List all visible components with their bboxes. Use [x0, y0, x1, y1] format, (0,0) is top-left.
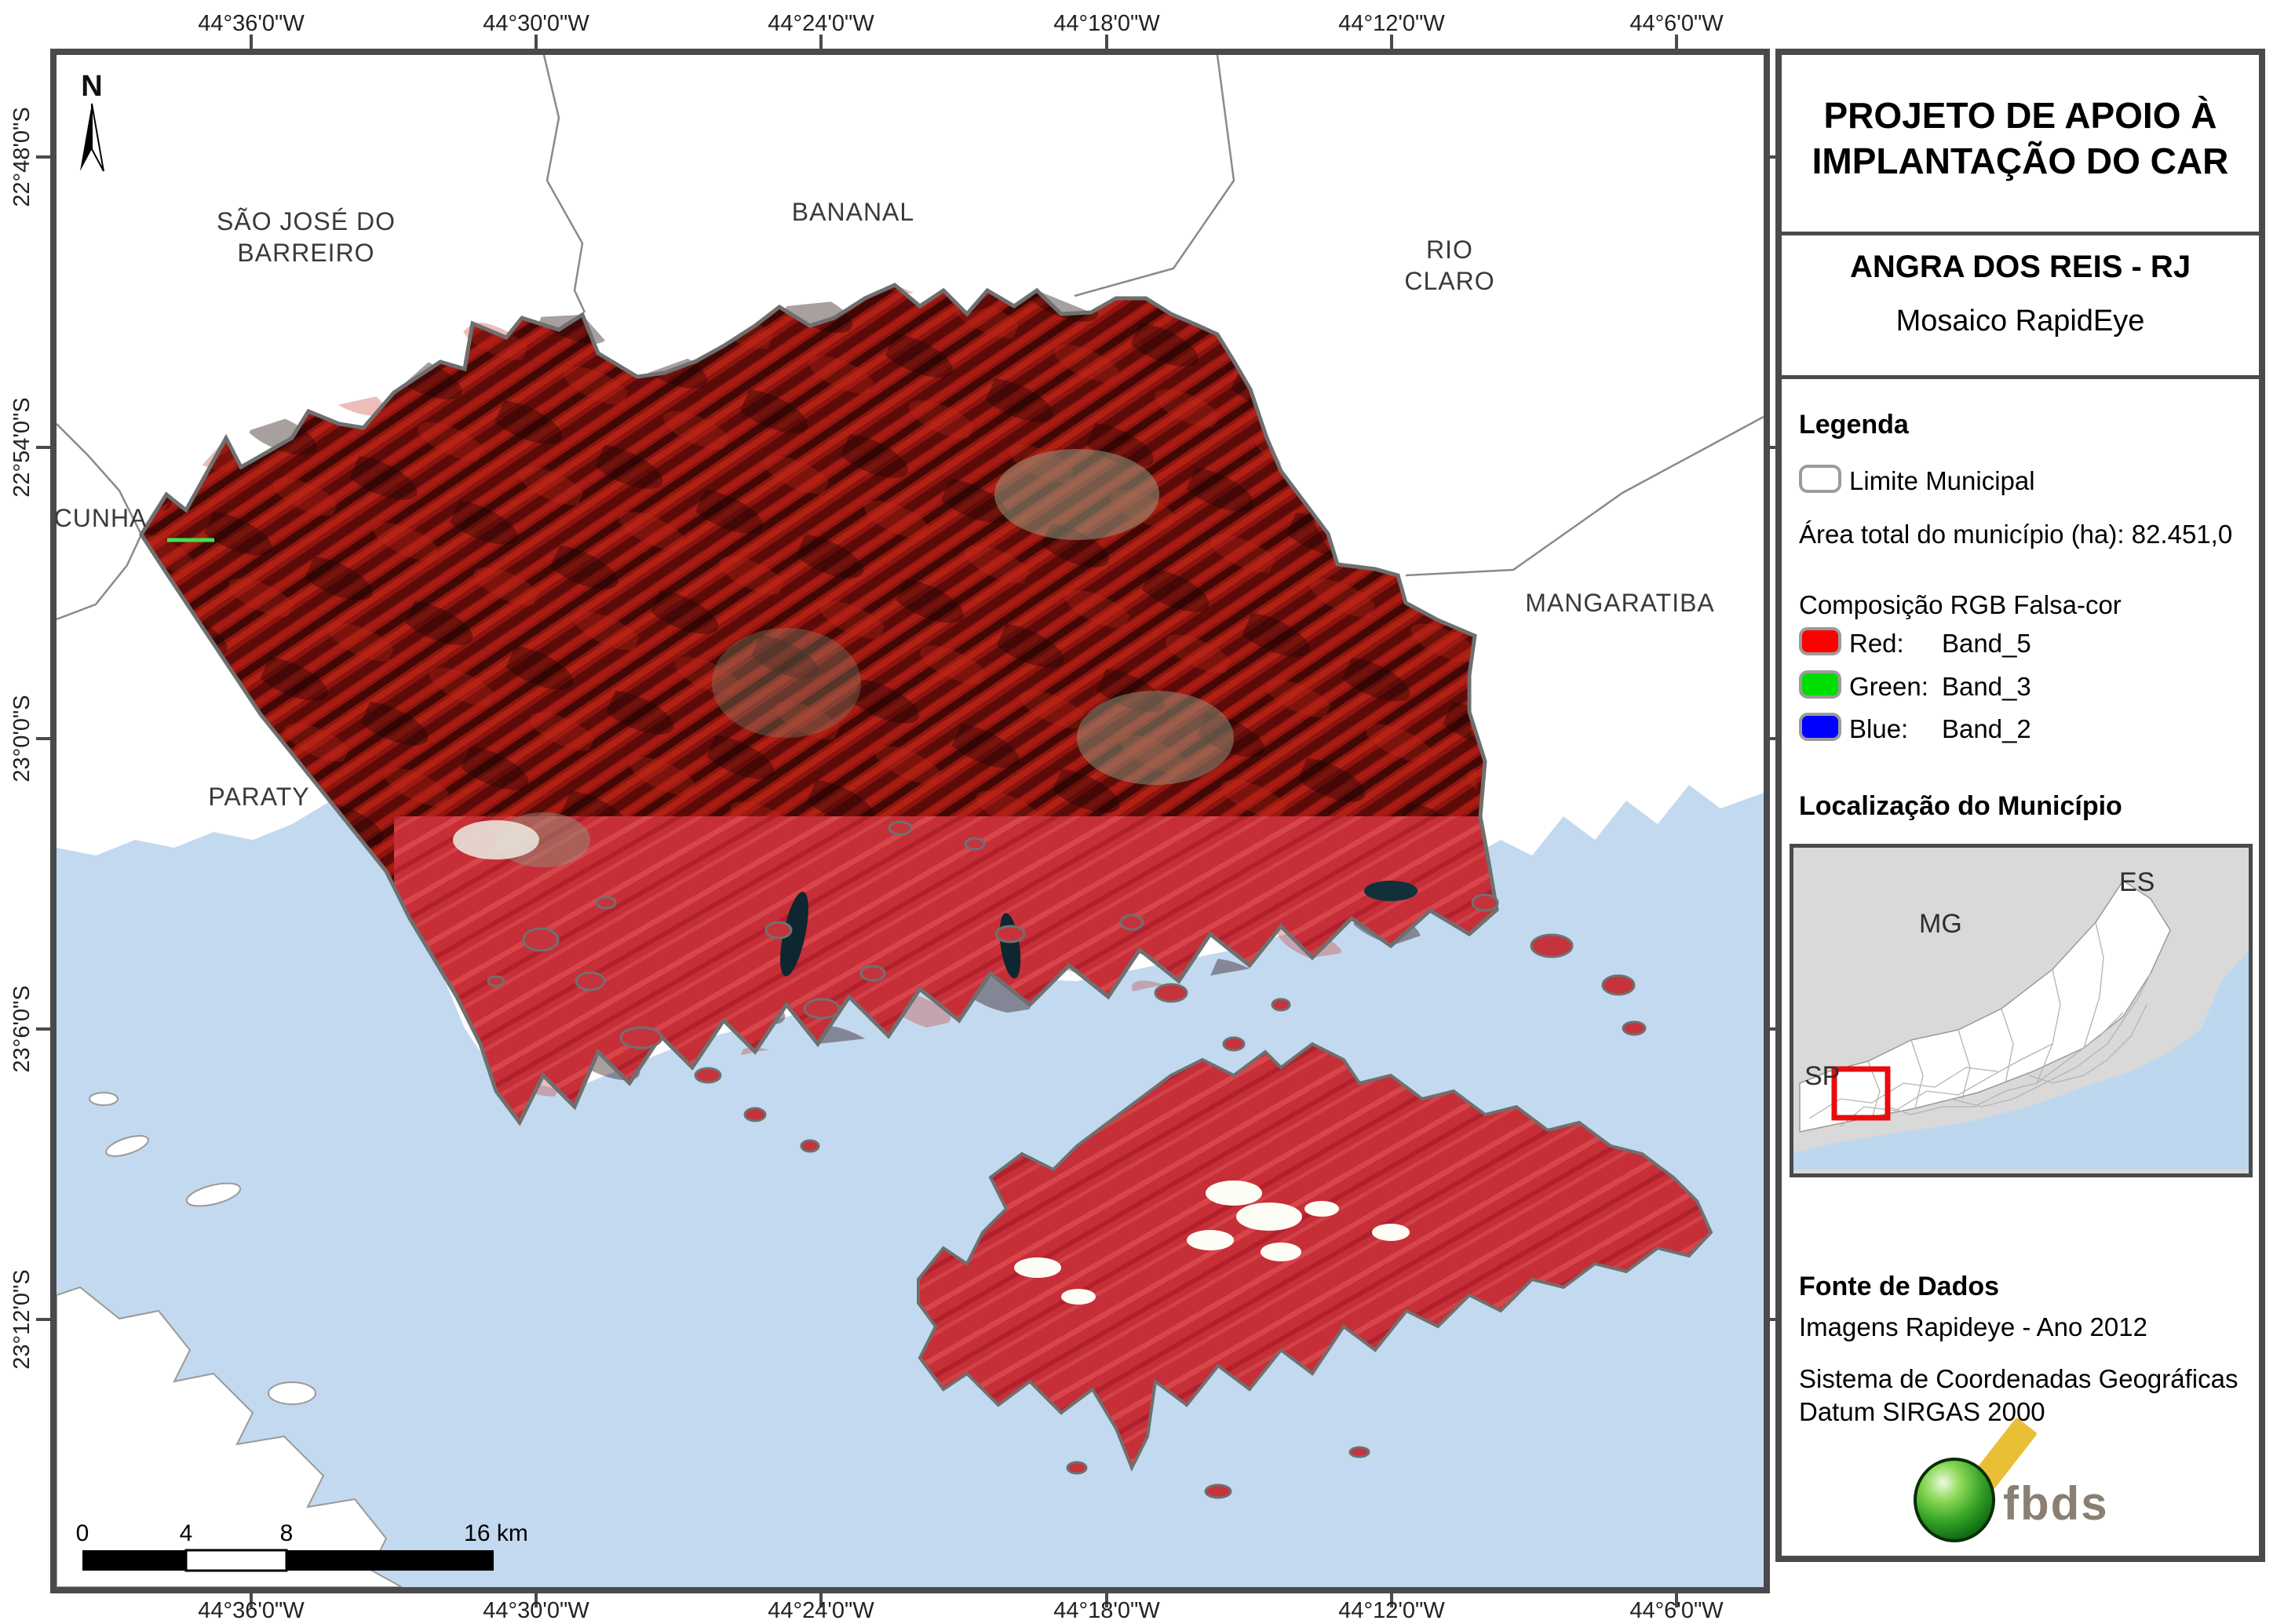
- axis-tick: [250, 1593, 253, 1608]
- axis-tick: [250, 35, 253, 49]
- axis-tick: [819, 1593, 823, 1608]
- axis-tick: [1105, 35, 1108, 49]
- fbds-logo: fbds: [1892, 1417, 2151, 1550]
- inset-label-mg: MG: [1919, 909, 1962, 939]
- fonte-heading: Fonte de Dados: [1799, 1272, 2000, 1301]
- svg-text:0: 0: [76, 1520, 89, 1546]
- blue-band-swatch: [1799, 713, 1841, 741]
- map-viewport: N 0 4 8 16 km: [50, 49, 1770, 1593]
- fonte-line2: Sistema de Coordenadas Geográficas: [1799, 1364, 2238, 1393]
- axis-label-longitude: 44°12'0"W: [1338, 1598, 1445, 1623]
- axis-label-longitude: 44°36'0"W: [198, 1598, 305, 1623]
- green-band-label: Green: Band_3: [1849, 672, 2031, 701]
- legend-heading: Legenda: [1799, 410, 1909, 440]
- svg-text:4: 4: [180, 1520, 193, 1546]
- axis-label-longitude: 44°30'0"W: [483, 1598, 589, 1623]
- panel-divider: [1782, 375, 2259, 379]
- axis-tick: [1105, 1593, 1108, 1608]
- svg-text:8: 8: [280, 1520, 294, 1546]
- north-arrow-icon: N: [80, 70, 104, 172]
- axis-label-longitude: 44°36'0"W: [198, 11, 305, 36]
- municipal-boundaries: [57, 55, 1764, 621]
- limite-municipal-swatch: [1799, 465, 1841, 493]
- axis-tick: [535, 35, 538, 49]
- location-inset-map: MG ES SP: [1790, 844, 2253, 1177]
- axis-tick: [1390, 1593, 1393, 1608]
- axis-tick: [535, 1593, 538, 1608]
- inset-label-es: ES: [2119, 867, 2155, 897]
- fbds-logo-text: fbds: [2003, 1477, 2109, 1530]
- paraty-coast-land: [57, 1092, 403, 1587]
- axis-tick: [819, 35, 823, 49]
- ilha-grande: [917, 1042, 1713, 1472]
- panel-divider: [1782, 232, 2259, 235]
- axis-tick: [1675, 35, 1678, 49]
- localizacao-heading: Localização do Município: [1799, 791, 2122, 821]
- axis-label-longitude: 44°12'0"W: [1338, 11, 1445, 36]
- axis-label-longitude: 44°18'0"W: [1053, 1598, 1160, 1623]
- inset-ocean: [1793, 950, 2249, 1170]
- fbds-logo-sphere-icon: [1914, 1458, 1995, 1542]
- fonte-line3: Datum SIRGAS 2000: [1799, 1397, 2045, 1426]
- inset-highlight-rect: [1831, 1066, 1891, 1121]
- axis-label-latitude: 23°12'0"S: [9, 1269, 35, 1370]
- axis-tick: [36, 446, 50, 449]
- axis-label-longitude: 44°24'0"W: [768, 1598, 874, 1623]
- axis-label-longitude: 44°30'0"W: [483, 11, 589, 36]
- red-band-label: Red: Band_5: [1849, 629, 2031, 658]
- satellite-imagery-continental: [139, 283, 1499, 1126]
- axis-label-longitude: 44°24'0"W: [768, 11, 874, 36]
- axis-label-latitude: 22°48'0"S: [9, 107, 35, 207]
- map-canvas: N 0 4 8 16 km: [57, 55, 1764, 1587]
- municipality-title: ANGRA DOS REIS - RJ: [1849, 250, 2191, 284]
- red-band-swatch: [1799, 627, 1841, 655]
- axis-label-longitude: 44°18'0"W: [1053, 11, 1160, 36]
- map-subtitle: Mosaico RapidEye: [1895, 305, 2145, 338]
- axis-tick: [1390, 35, 1393, 49]
- svg-text:N: N: [81, 70, 102, 103]
- inset-municipal-mesh: [1808, 921, 2151, 1127]
- inset-label-sp: SP: [1804, 1061, 1841, 1091]
- axis-tick: [36, 1318, 50, 1321]
- scale-bar: 0 4 8 16 km: [76, 1520, 528, 1572]
- svg-text:16 km: 16 km: [464, 1520, 528, 1546]
- small-islands: [487, 820, 1647, 1499]
- project-title: PROJETO DE APOIO À IMPLANTAÇÃO DO CAR: [1812, 95, 2229, 181]
- blue-band-label: Blue: Band_2: [1849, 714, 2031, 743]
- green-band-swatch: [1799, 670, 1841, 699]
- axis-label-longitude: 44°6'0"W: [1629, 11, 1724, 36]
- limite-municipal-label: Limite Municipal: [1849, 466, 2035, 495]
- axis-label-latitude: 23°0'0"S: [9, 695, 35, 783]
- clouds: [1014, 1181, 1410, 1305]
- inset-map-canvas: [1793, 848, 2249, 1170]
- axis-label-latitude: 22°54'0"S: [9, 397, 35, 498]
- axis-tick: [36, 737, 50, 740]
- layout-info-panel: PROJETO DE APOIO À IMPLANTAÇÃO DO CAR AN…: [1775, 49, 2265, 1562]
- axis-label-latitude: 23°6'0"S: [9, 985, 35, 1073]
- axis-tick: [1675, 1593, 1678, 1608]
- fonte-line1: Imagens Rapideye - Ano 2012: [1799, 1312, 2147, 1341]
- area-total-label: Área total do município (ha): 82.451,0: [1799, 520, 2233, 549]
- inset-rj-state: [1799, 879, 2171, 1133]
- rgb-composition-heading: Composição RGB Falsa-cor: [1799, 590, 2122, 619]
- axis-tick: [36, 155, 50, 159]
- axis-tick: [36, 1027, 50, 1031]
- axis-label-longitude: 44°6'0"W: [1629, 1598, 1724, 1623]
